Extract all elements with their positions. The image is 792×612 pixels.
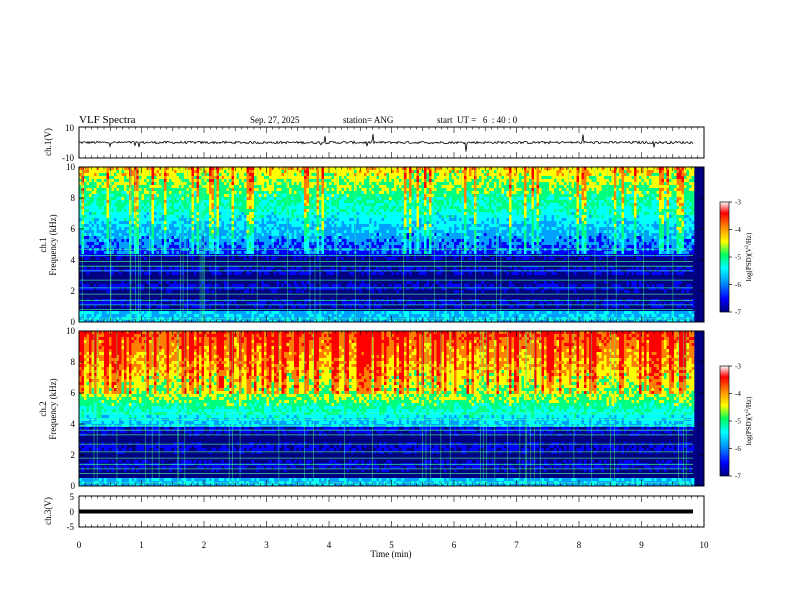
time-axis-labels: 0 1 2 3 4 5 6 7 8 9 10 xyxy=(77,540,709,550)
cb1-ticks-label-1: -4 xyxy=(735,226,741,234)
spec2-yticks-label-3: 6 xyxy=(71,388,76,398)
cb2-ticks-label-2: -5 xyxy=(735,418,741,426)
cb2-ticks-label-4: -7 xyxy=(735,473,741,481)
ch2-spectrogram-ylabel-channel: ch.2 xyxy=(38,401,48,416)
ch1-waveform-trace xyxy=(78,133,694,152)
spec2-yticks-label-0: 0 xyxy=(71,481,76,491)
ch2-spectrogram-image xyxy=(79,331,704,486)
time-axis-label: Time (min) xyxy=(371,549,412,559)
time-tick-label-7: 7 xyxy=(514,540,519,550)
spec2-yticks-label-5: 10 xyxy=(66,326,76,336)
ch1-colorbar: -3 -4 -5 -6 -7 log(PSD)(V2/Hz) xyxy=(719,199,753,317)
ch1-ylabel: ch.1(V) xyxy=(43,128,53,156)
ch3-ylabel: ch.3(V) xyxy=(43,497,53,525)
ch1-spectrogram-ylabel-channel: ch.1 xyxy=(38,237,48,252)
ch3-ytick-middle: 0 xyxy=(70,507,75,517)
spec1-yticks-label-2: 4 xyxy=(71,255,76,265)
time-tick-label-0: 0 xyxy=(77,540,82,550)
spec1-yticks-label-0: 0 xyxy=(71,317,76,327)
spec2-yticks-label-2: 4 xyxy=(71,419,76,429)
time-tick-label-1: 1 xyxy=(139,540,144,550)
ch3-waveform-trace xyxy=(79,509,693,514)
station-label: station= ANG xyxy=(343,115,394,125)
spec1-yticks-label-4: 8 xyxy=(71,193,76,203)
ch2-colorbar: -3 -4 -5 -6 -7 log(PSD)(V2/Hz) xyxy=(719,363,753,481)
figure-title: VLF Spectra xyxy=(79,114,136,126)
ch3-ytick-bottom: -5 xyxy=(67,522,75,532)
cb2-ticks-label-1: -4 xyxy=(735,390,741,398)
spec1-yticks-label-5: 10 xyxy=(66,162,76,172)
cb1-ticks-label-2: -5 xyxy=(735,254,741,262)
ch3-waveform-panel: 5 -5 ch.3(V) xyxy=(43,492,705,532)
start-time-label: start UT = 6 : 40 : 0 xyxy=(437,115,518,125)
time-tick-label-9: 9 xyxy=(639,540,644,550)
ch1-ytick-bottom: -10 xyxy=(62,153,74,163)
spec2-yticks-label-1: 2 xyxy=(71,450,76,460)
ch1-colorbar-scale xyxy=(719,201,730,313)
ch1-ytick-top: 10 xyxy=(65,123,75,133)
time-tick-label-4: 4 xyxy=(327,540,332,550)
spec1-yticks-label-3: 6 xyxy=(71,224,76,234)
ch1-waveform-panel: 10 -10 ch.1(V) xyxy=(43,123,705,163)
ch1-spectrogram-image xyxy=(79,167,704,322)
ch2-spectrogram-panel: 0 2 4 6 8 10 ch.2 Frequency (kHz) -3 -4 -5 -6 -7 … xyxy=(38,326,753,491)
cb1-ticks-label-3: -6 xyxy=(735,281,741,289)
ch2-colorbar-scale xyxy=(719,365,730,477)
time-tick-label-6: 6 xyxy=(452,540,457,550)
ch1-colorbar-label: log(PSD)(V2/Hz) xyxy=(745,232,753,281)
time-tick-label-3: 3 xyxy=(264,540,269,550)
time-tick-label-8: 8 xyxy=(577,540,582,550)
time-tick-label-2: 2 xyxy=(202,540,207,550)
time-axis-ticks xyxy=(78,127,705,527)
cb1-ticks-label-4: -7 xyxy=(735,309,741,317)
ch2-colorbar-label: log(PSD)(V2/Hz) xyxy=(745,396,753,445)
spec2-yticks-label-4: 8 xyxy=(71,357,76,367)
cb1-ticks-label-0: -3 xyxy=(735,199,741,207)
ch3-ytick-top: 5 xyxy=(70,492,75,502)
date-label: Sep. 27, 2025 xyxy=(250,115,300,125)
ch1-spectrogram-ylabel-frequency: Frequency (kHz) xyxy=(48,214,58,275)
ch2-spectrogram-ylabel-frequency: Frequency (kHz) xyxy=(48,378,58,439)
ch1-spectrogram-panel: 0 2 4 6 8 10 ch.1 Frequency (kHz) -3 -4 -5 -6 -7 … xyxy=(38,162,753,327)
cb2-ticks-label-0: -3 xyxy=(735,363,741,371)
time-tick-label-10: 10 xyxy=(700,540,710,550)
spec1-yticks-label-1: 2 xyxy=(71,286,76,296)
cb2-ticks-label-3: -6 xyxy=(735,445,741,453)
time-tick-label-5: 5 xyxy=(389,540,394,550)
